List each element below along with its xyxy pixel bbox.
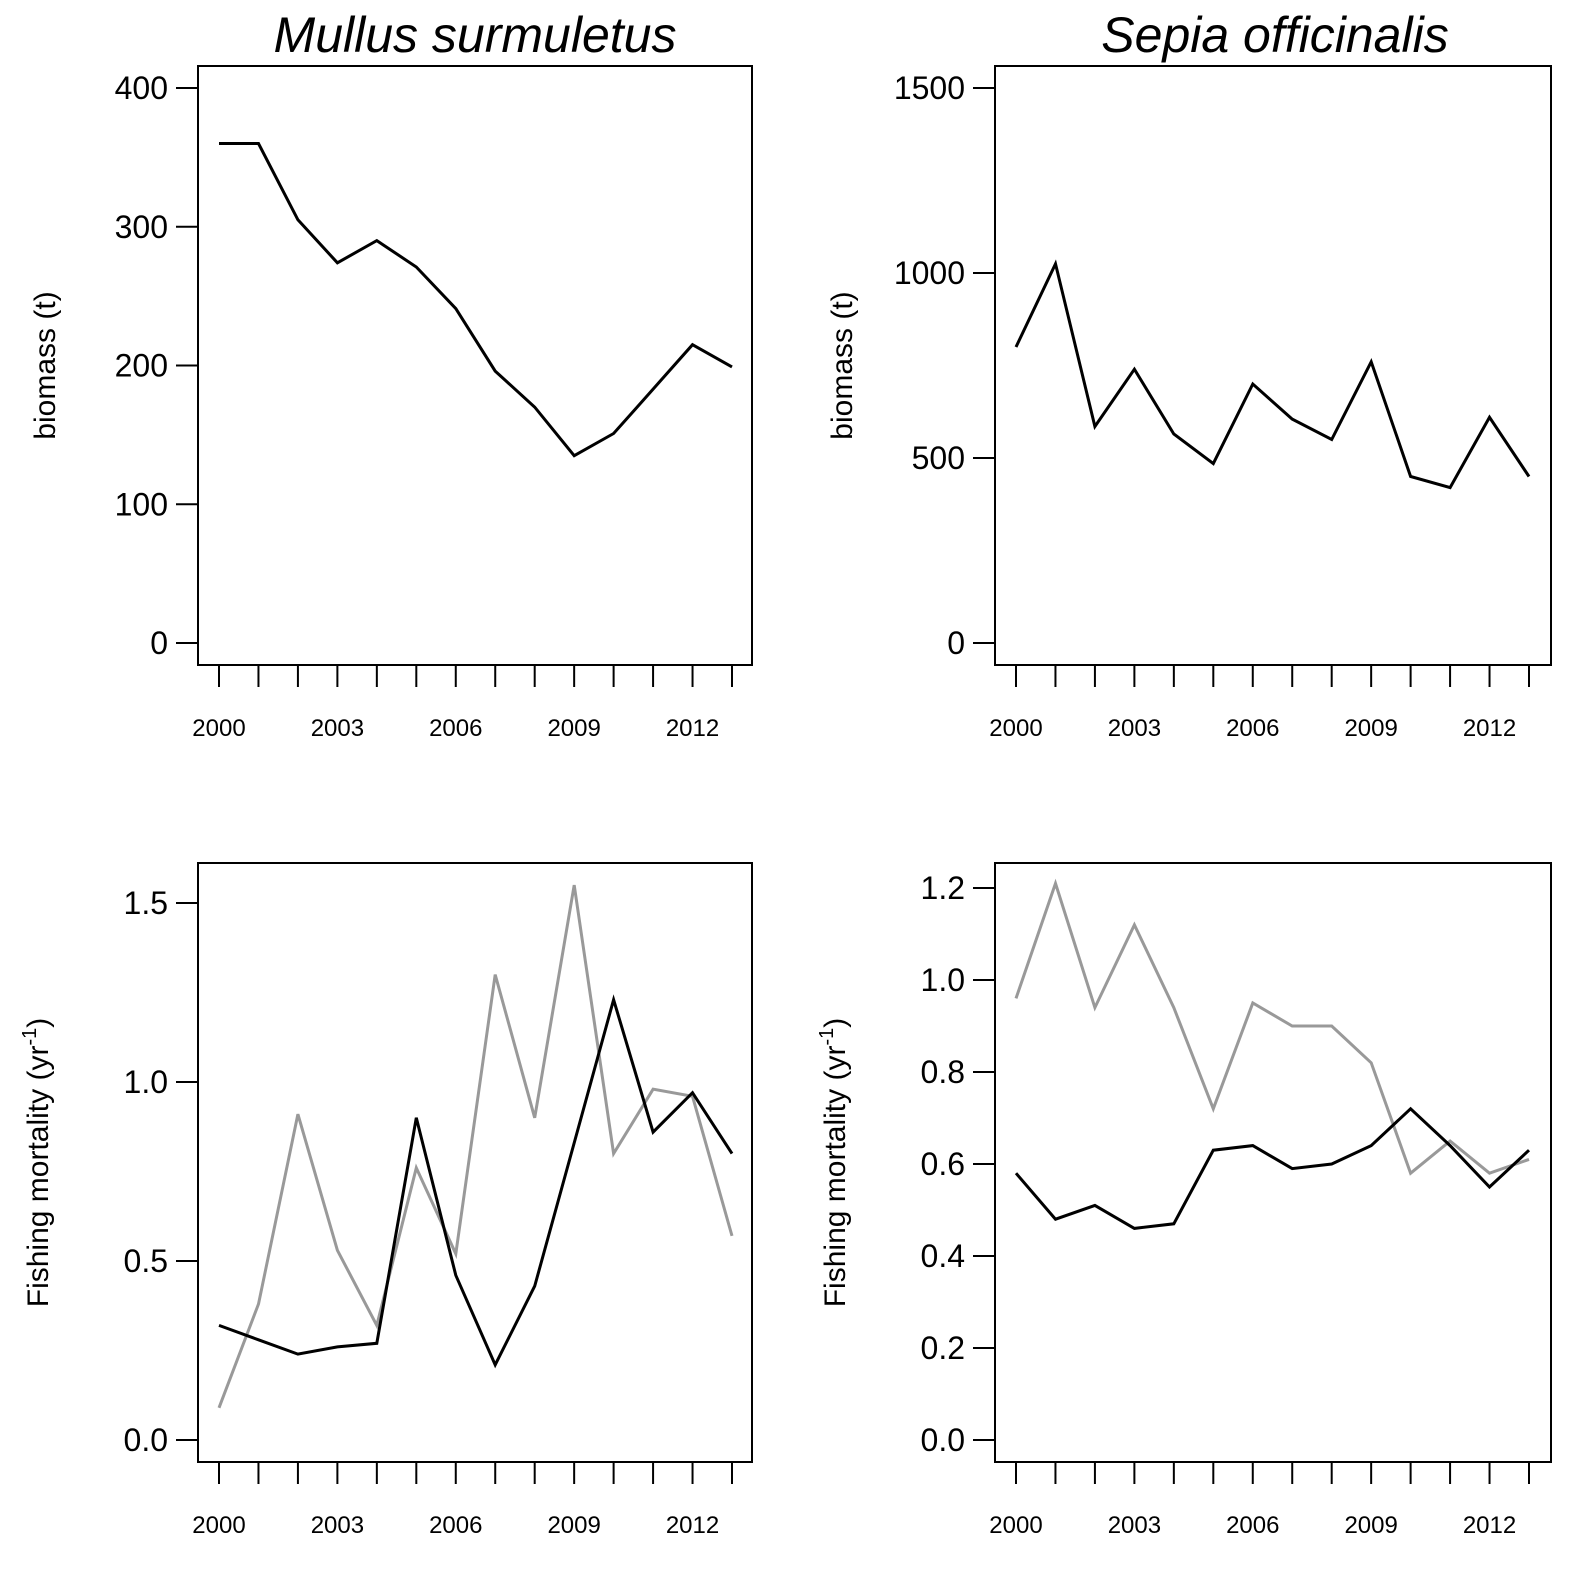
series-line-black [1014,1106,1531,1230]
y-tick-label: 1.5 [124,885,168,921]
y-tick-label: 0 [947,625,965,661]
x-tick-label: 2012 [666,715,719,742]
x-tick-label: 2009 [1344,715,1397,742]
y-tick-label: 100 [115,486,168,522]
y-tick-label: 0.6 [921,1146,965,1182]
x-tick-label: 2006 [1226,1512,1279,1539]
x-tick-label: 2006 [429,1512,482,1539]
y-axis-label: Fishing mortality (yr-1) [19,1018,55,1308]
plot-frame [994,862,1552,1463]
y-axis-label: biomass (t) [826,291,859,439]
x-tick-label: 2003 [311,715,364,742]
y-tick-label: 0.4 [921,1238,965,1274]
x-tick-label: 2006 [1226,715,1279,742]
x-tick-label: 2003 [1108,1512,1161,1539]
y-axis-label-superscript: -1 [19,1028,41,1046]
y-tick-label: 0.0 [921,1422,965,1458]
y-axis-label-superscript: -1 [816,1028,838,1046]
panel-1: Mullus surmuletus 0 100 200 300 400 2000 2003 20… [29,7,753,742]
y-axis-label: biomass (t) [29,291,62,439]
x-tick-label: 2009 [547,1512,600,1539]
x-tick-label: 2000 [192,715,245,742]
y-tick-label: 0.5 [124,1243,168,1279]
x-tick-label: 2006 [429,715,482,742]
y-tick-label: 400 [115,70,168,106]
y-tick-label: 0.8 [921,1054,965,1090]
y-tick-label: 0.2 [921,1330,965,1366]
y-tick-label: 0.0 [124,1422,168,1458]
chart-title: Mullus surmuletus [274,7,677,63]
x-tick-label: 2012 [666,1512,719,1539]
x-tick-label: 2000 [989,1512,1042,1539]
y-tick-label: 1.0 [921,962,965,998]
y-tick-label: 200 [115,348,168,384]
plot-frame [994,65,1552,666]
series-line-grey [1014,878,1530,1176]
y-tick-label: 500 [912,440,965,476]
y-tick-label: 0 [150,625,168,661]
x-tick-label: 2012 [1463,715,1516,742]
series-line-grey [217,884,734,1409]
series-line-black [219,142,733,458]
x-tick-label: 2000 [989,715,1042,742]
y-axis-label-suffix: ) [22,1018,55,1028]
x-tick-label: 2012 [1463,1512,1516,1539]
chart-title: Sepia officinalis [1101,7,1448,63]
series-line-black [1014,259,1531,490]
x-tick-label: 2009 [1344,1512,1397,1539]
panel-4: 0.0 0.2 0.4 0.6 0.8 1.0 1.2 2000 2003 2006 2009 201… [816,862,1552,1539]
series-line-black [218,994,734,1369]
y-tick-label: 1500 [894,70,965,106]
y-tick-label: 1.2 [921,870,965,906]
x-tick-label: 2003 [311,1512,364,1539]
y-tick-label: 1.0 [124,1064,168,1100]
x-tick-label: 2009 [547,715,600,742]
y-tick-label: 300 [115,209,168,245]
panel-2: Sepia officinalis 0 500 1000 1500 2000 2003 200… [826,7,1552,742]
plot-frame [197,862,753,1463]
y-tick-label: 1000 [894,255,965,291]
panel-3: 0.0 0.5 1.0 1.5 2000 2003 2006 2009 2012 Fishing … [19,862,753,1539]
x-tick-label: 2003 [1108,715,1161,742]
y-axis-label: Fishing mortality (yr-1) [816,1018,852,1308]
x-tick-label: 2000 [192,1512,245,1539]
plot-frame [197,65,753,666]
y-axis-label-suffix: ) [819,1018,852,1028]
